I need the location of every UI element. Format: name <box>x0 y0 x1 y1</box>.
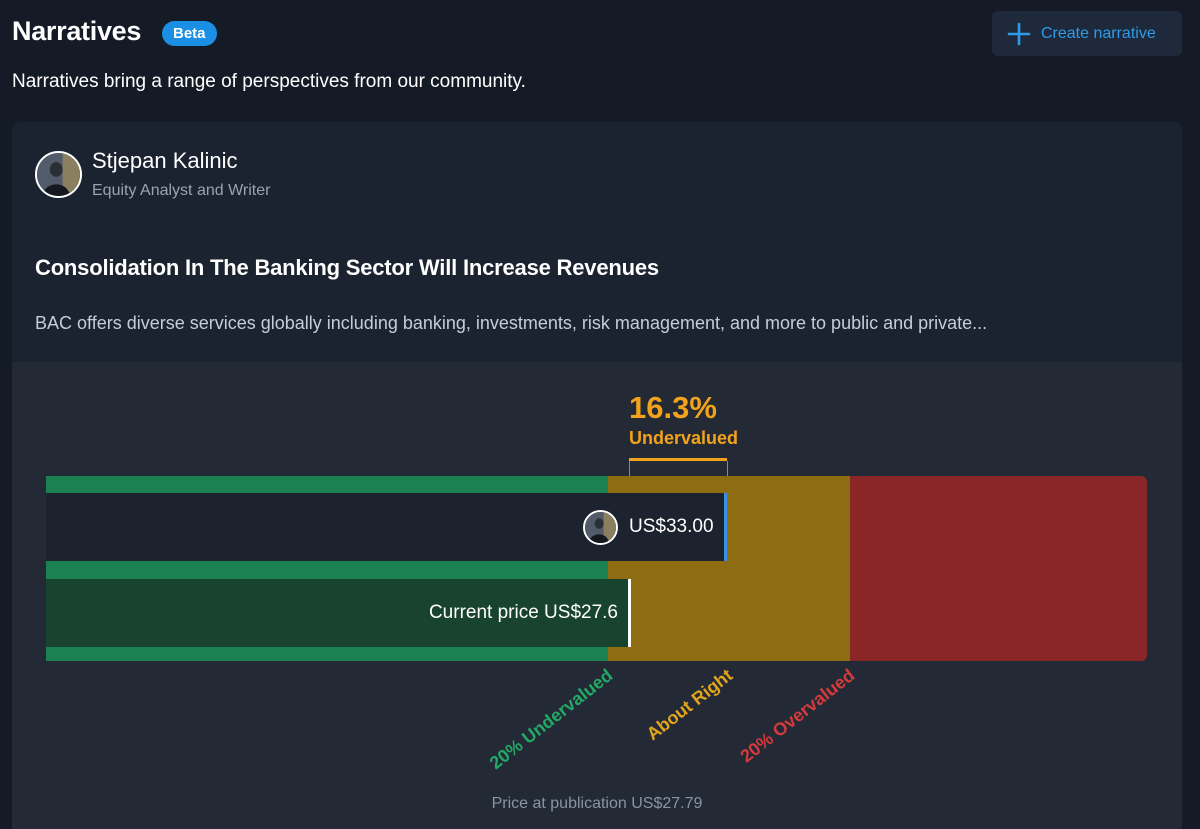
current-price-bar <box>46 579 631 647</box>
overvalued-zone <box>850 476 1147 661</box>
plus-icon <box>1007 22 1031 46</box>
undervalued-zone-label: 20% Undervalued <box>485 665 617 774</box>
fair-value-label: US$33.00 <box>629 516 714 537</box>
current-price-label: Current price US$27.6 <box>428 602 618 623</box>
page-subtitle: Narratives bring a range of perspectives… <box>12 71 526 92</box>
narrative-summary: BAC offers diverse services globally inc… <box>35 313 988 333</box>
create-narrative-label: Create narrative <box>1041 24 1156 42</box>
narrative-headline[interactable]: Consolidation In The Banking Sector Will… <box>35 255 659 280</box>
about-right-zone-label: About Right <box>642 665 737 745</box>
page-title: Narratives <box>12 16 142 46</box>
author-role: Equity Analyst and Writer <box>92 182 271 199</box>
author-name[interactable]: Stjepan Kalinic <box>92 148 238 173</box>
narrative-card[interactable]: Stjepan Kalinic Equity Analyst and Write… <box>12 122 1182 829</box>
fair-value-bar <box>46 493 727 561</box>
publication-price: Price at publication US$27.79 <box>491 795 703 812</box>
create-narrative-button[interactable]: Create narrative <box>992 11 1182 56</box>
status-underline <box>629 458 727 461</box>
beta-badge: Beta <box>162 21 217 46</box>
fair-value-avatar <box>583 510 618 545</box>
valuation-chart: 16.3% Undervalued US$33.00 Current price… <box>12 362 1182 829</box>
overvalued-zone-label: 20% Overvalued <box>736 665 859 767</box>
author-avatar[interactable] <box>35 151 82 198</box>
valuation-status: Undervalued <box>629 428 739 448</box>
discount-percent: 16.3% <box>629 390 717 425</box>
